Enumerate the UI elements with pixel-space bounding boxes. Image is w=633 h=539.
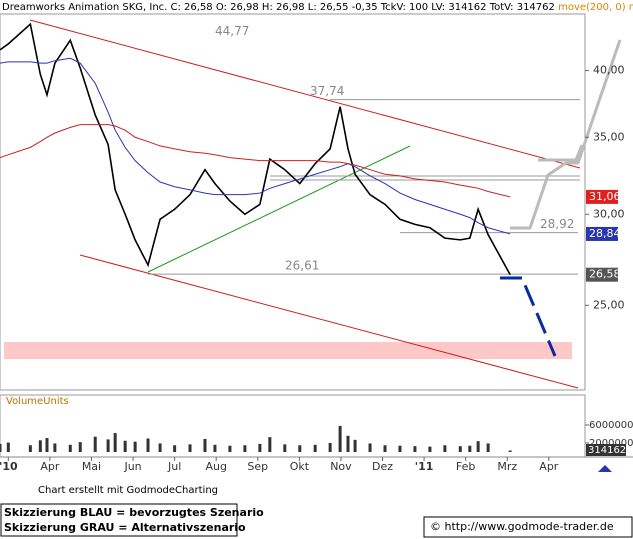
volume-bar — [486, 443, 490, 452]
volume-tick-label: 2000000 — [589, 438, 633, 449]
volume-bar — [146, 438, 150, 452]
x-tick-label: Apr — [40, 460, 60, 473]
scenario-grey — [510, 39, 622, 230]
volume-bar — [283, 444, 287, 452]
volume-bar — [188, 444, 192, 452]
x-tick-label: Nov — [330, 460, 352, 473]
volume-bar — [346, 435, 350, 452]
volume-bar — [443, 445, 447, 452]
volume-title: VolumeUnits — [6, 396, 69, 407]
x-tick-label: Mrz — [497, 460, 517, 473]
volume-bar — [338, 425, 342, 452]
volume-bar — [6, 442, 10, 452]
volume-tag: 314162 — [588, 445, 626, 456]
volume-bar — [258, 443, 262, 452]
x-tick-label: Feb — [456, 460, 475, 473]
price-frame — [0, 13, 586, 391]
x-tick-label: '11 — [415, 460, 434, 473]
credit: Chart erstellt mit GodmodeCharting — [38, 485, 218, 496]
x-tick-label: Mai — [82, 460, 101, 473]
x-tick-label: Dez — [372, 460, 393, 473]
scenario-blue — [500, 276, 557, 357]
note: Skizzierung BLAU = bevorzugtes Szenario — [4, 506, 264, 519]
volume-bar — [123, 440, 127, 452]
x-tick-label: Sep — [247, 460, 268, 473]
target-zone — [4, 342, 572, 359]
volume-bar — [298, 445, 302, 452]
volume-bar — [383, 445, 387, 452]
axis-tag-bg — [586, 189, 618, 204]
volume-bar — [173, 445, 177, 452]
volume-tag-bg — [586, 444, 626, 456]
nav-icon — [598, 465, 612, 472]
x-tick-label: Aug — [205, 460, 226, 473]
volume-bar — [413, 446, 417, 452]
chart-title: Dreamworks Animation SKG, Inc. C: 26,58 … — [2, 2, 633, 13]
volume-bar — [213, 444, 217, 452]
y-tick-label: 30,00 — [593, 207, 625, 220]
channel-upper — [29, 19, 581, 169]
annotation: 28,92 — [540, 217, 574, 231]
volume-bar — [458, 446, 462, 452]
volume-bar — [38, 440, 42, 452]
axis-tag: 31,06 — [589, 190, 621, 203]
volume-bar — [78, 442, 82, 452]
volume-bar — [228, 445, 232, 452]
y-tick-label: 35,00 — [593, 130, 625, 143]
volume-bar — [243, 445, 247, 452]
volume-bar — [368, 443, 372, 452]
y-tick-label: 25,00 — [593, 298, 625, 311]
note: Skizzierung GRAU = Alternativszenario — [4, 521, 246, 534]
axis-tag-bg — [586, 267, 618, 282]
volume-bar — [106, 439, 110, 452]
price-line — [0, 22, 511, 276]
price-line — [0, 124, 511, 198]
price-line — [0, 57, 511, 235]
indicator-label: move(200, 0) mo — [558, 2, 633, 13]
volume-bar — [53, 443, 57, 452]
volume-bar — [113, 433, 117, 452]
axis-tag: 26,58 — [589, 268, 621, 281]
source-box — [423, 516, 633, 538]
x-tick-label: '10 — [0, 460, 18, 473]
volume-bar — [398, 445, 402, 452]
axis-tag: 28,84 — [589, 227, 621, 240]
volume-bar — [28, 445, 32, 452]
x-tick-label: Okt — [290, 460, 310, 473]
volume-bar — [158, 443, 162, 452]
channel-lower — [79, 254, 579, 389]
annotation: 26,61 — [285, 259, 319, 273]
x-tick-label: Jul — [167, 460, 181, 473]
annotation: 44,77 — [215, 24, 249, 38]
volume-bar — [428, 446, 432, 452]
volume-bar — [93, 436, 97, 452]
volume-bar — [508, 450, 512, 452]
volume-bar — [133, 441, 137, 452]
volume-bar — [476, 441, 480, 452]
scenario-grey — [538, 144, 584, 162]
title-text: Dreamworks Animation SKG, Inc. C: 26,58 … — [2, 2, 555, 13]
source: © http://www.godmode-trader.de — [430, 520, 614, 533]
volume-tick-label: 6000000 — [589, 420, 633, 431]
volume-bar — [203, 438, 207, 452]
note-box — [0, 503, 238, 537]
annotation: 37,74 — [310, 84, 344, 98]
volume-bar — [328, 443, 332, 452]
volume-bar — [353, 439, 357, 452]
volume-bar — [68, 444, 72, 452]
y-tick-label: 40,00 — [593, 64, 625, 77]
axis-tag-bg — [586, 226, 618, 241]
x-tick-label: Apr — [539, 460, 559, 473]
volume-bar — [0, 443, 2, 452]
trendline — [147, 145, 411, 273]
volume-bar — [45, 438, 49, 452]
volume-bar — [313, 444, 317, 452]
volume-bar — [468, 445, 472, 452]
volume-bar — [268, 437, 272, 452]
volume-frame — [0, 394, 586, 458]
x-tick-label: Jun — [123, 460, 141, 473]
